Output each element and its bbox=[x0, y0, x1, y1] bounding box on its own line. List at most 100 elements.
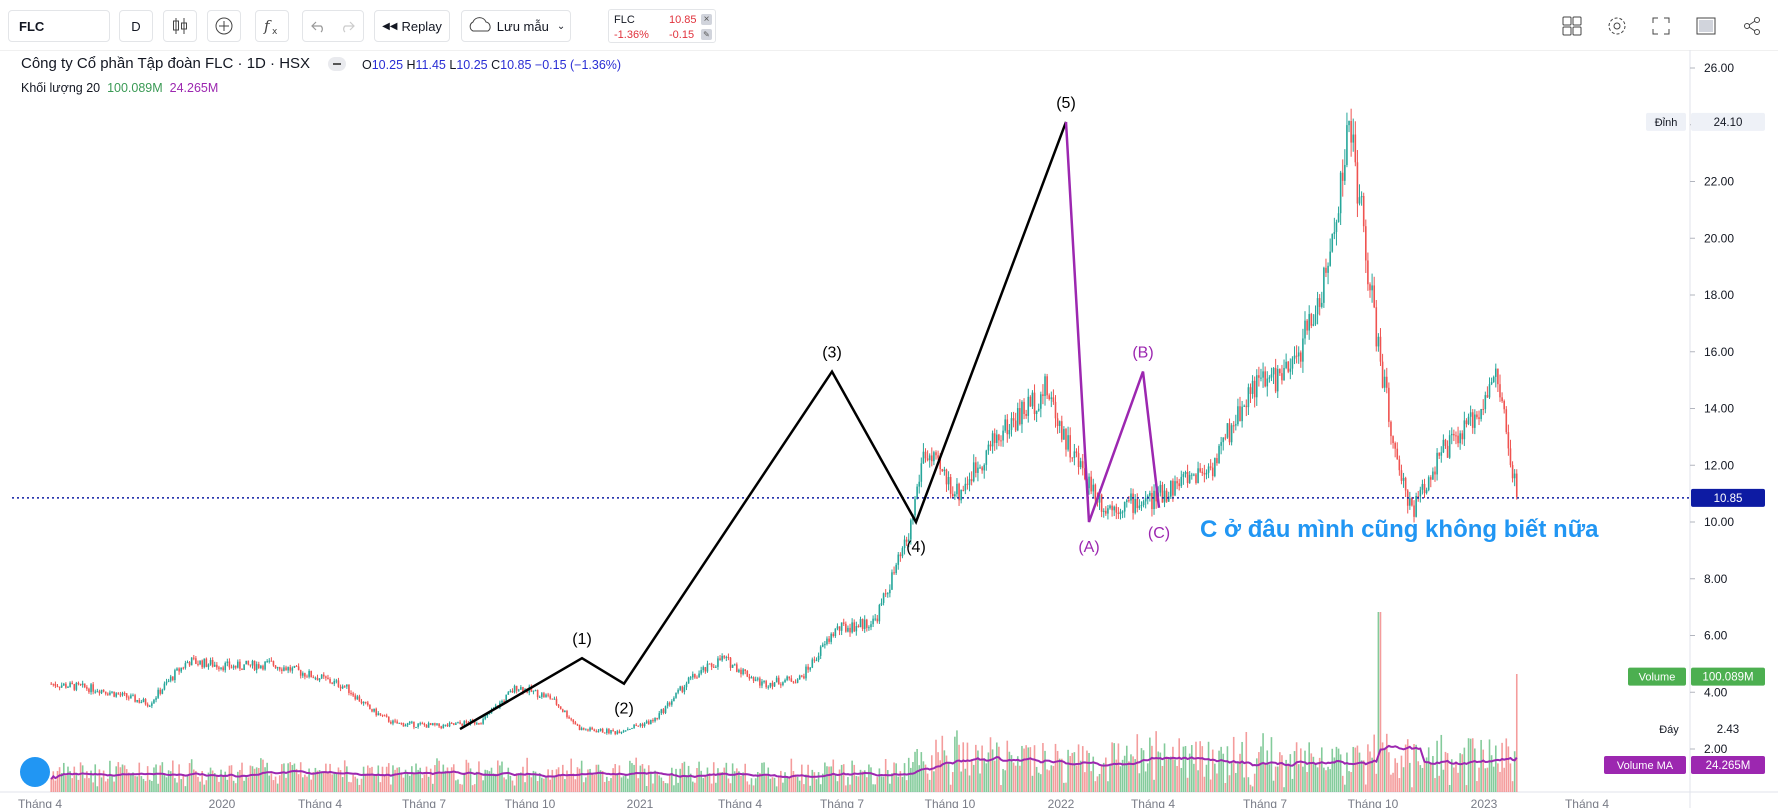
candle-body bbox=[234, 665, 237, 668]
volume-bar bbox=[977, 750, 979, 792]
correction-wave-line[interactable] bbox=[1064, 121, 1161, 523]
candle-body bbox=[1146, 495, 1149, 498]
layout-icon[interactable] bbox=[1554, 10, 1590, 42]
candle-body bbox=[784, 679, 786, 683]
settings-icon[interactable] bbox=[1599, 10, 1635, 42]
volume-bar bbox=[1480, 739, 1482, 792]
candle-body bbox=[1381, 361, 1384, 388]
candle-body bbox=[639, 724, 642, 726]
volume-bar bbox=[450, 767, 453, 792]
volume-bar bbox=[736, 768, 738, 792]
candle-body bbox=[1300, 352, 1302, 362]
volume-bar bbox=[71, 778, 73, 792]
volume-bar bbox=[241, 762, 243, 792]
volume-bar bbox=[1279, 752, 1281, 792]
candle-body bbox=[987, 444, 990, 451]
volume-bar bbox=[356, 778, 359, 792]
annotation-text[interactable]: C ở đâu mình cũng không biết nữa bbox=[1200, 516, 1599, 543]
volume-bar bbox=[1048, 770, 1051, 792]
volume-bar bbox=[1081, 746, 1084, 792]
volume-bar bbox=[589, 768, 591, 792]
impulse-wave-line[interactable] bbox=[459, 121, 1068, 731]
candle-body bbox=[151, 703, 153, 706]
candle-body bbox=[1100, 494, 1103, 512]
volume-bar bbox=[266, 762, 268, 792]
hide-series-icon[interactable] bbox=[328, 57, 346, 71]
candle-body bbox=[666, 702, 669, 707]
edit-icon[interactable]: ✎ bbox=[701, 29, 712, 40]
save-layout-button[interactable]: Lưu mẫu ⌄ bbox=[461, 10, 571, 42]
candle-body bbox=[1448, 435, 1451, 458]
candle-body bbox=[262, 665, 264, 670]
candle-body bbox=[1006, 419, 1009, 435]
volume-bar bbox=[1320, 747, 1323, 792]
candle-body bbox=[482, 718, 484, 724]
volume-bar bbox=[1220, 746, 1222, 792]
chevron-down-icon[interactable]: ⌄ bbox=[556, 20, 566, 32]
candle-body bbox=[675, 692, 677, 698]
candle-body bbox=[1283, 367, 1285, 381]
candle-body bbox=[1014, 420, 1017, 431]
volume-bar bbox=[639, 765, 642, 792]
candle-body bbox=[691, 674, 694, 678]
volume-bar bbox=[1004, 770, 1006, 792]
volume-bar bbox=[719, 772, 721, 792]
volume-bar bbox=[1170, 756, 1172, 792]
volume-bar bbox=[213, 773, 216, 792]
volume-bar bbox=[937, 752, 939, 792]
candle-body bbox=[687, 677, 690, 684]
interval-button[interactable]: D bbox=[119, 10, 153, 42]
candle-body bbox=[857, 626, 860, 628]
share-icon[interactable] bbox=[1734, 10, 1770, 42]
volume-bar bbox=[694, 782, 696, 792]
candle-body bbox=[119, 694, 122, 696]
symbol-quote-widget[interactable]: FLC -1.36% 10.85 -0.15 × ✎ bbox=[608, 9, 716, 43]
candle-body bbox=[1035, 410, 1038, 414]
candle-body bbox=[591, 727, 593, 730]
symbol-search-input[interactable]: FLC bbox=[8, 10, 110, 42]
add-indicator-icon[interactable] bbox=[207, 10, 241, 42]
close-icon[interactable]: × bbox=[701, 14, 712, 25]
volume-bar bbox=[1503, 767, 1505, 792]
time-tick-label: 2020 bbox=[209, 797, 236, 808]
volume-bar bbox=[1436, 740, 1438, 792]
volume-bar bbox=[522, 766, 524, 792]
candle-type-icon[interactable] bbox=[163, 10, 197, 42]
replay-button[interactable]: ◀◀ Replay bbox=[374, 10, 450, 42]
candle-body bbox=[1197, 468, 1199, 484]
snapshot-icon[interactable] bbox=[1688, 10, 1724, 42]
volume-bar bbox=[790, 758, 793, 792]
price-chart[interactable]: 26.0024.0022.0020.0018.0016.0014.0012.00… bbox=[0, 50, 1778, 808]
undo-icon[interactable] bbox=[311, 19, 327, 33]
candle-body bbox=[1132, 493, 1134, 513]
volume-bar bbox=[582, 782, 585, 792]
price-axis[interactable]: 26.0024.0022.0020.0018.0016.0014.0012.00… bbox=[1689, 50, 1734, 808]
volume-ma-badge-value-bg bbox=[1691, 756, 1765, 774]
tradingview-logo-icon[interactable] bbox=[20, 757, 50, 787]
candle-body bbox=[545, 694, 547, 698]
candle-body bbox=[1478, 417, 1480, 419]
volume-bar bbox=[201, 771, 203, 792]
fullscreen-icon[interactable] bbox=[1643, 10, 1679, 42]
candle-body bbox=[704, 667, 707, 672]
candle-body bbox=[1253, 380, 1256, 398]
candle-body bbox=[658, 713, 661, 719]
volume-bar bbox=[306, 776, 308, 792]
volume-bar bbox=[1337, 748, 1340, 792]
quote-price: 10.85 bbox=[669, 14, 697, 26]
candle-body bbox=[702, 667, 705, 671]
candle-body bbox=[1350, 121, 1352, 143]
volume-bar bbox=[1281, 755, 1283, 792]
volume-bar bbox=[675, 768, 677, 792]
candle-body bbox=[1159, 484, 1162, 493]
volume-bar bbox=[375, 775, 377, 792]
candle-body bbox=[654, 717, 656, 722]
volume-bar bbox=[1377, 612, 1380, 792]
candle-body bbox=[1090, 476, 1092, 492]
time-tick-label: 2022 bbox=[1048, 797, 1075, 808]
candle-body bbox=[696, 677, 698, 679]
volume-bar bbox=[79, 762, 82, 792]
redo-icon[interactable] bbox=[339, 19, 355, 33]
time-axis[interactable]: Tháng 4 2020 Tháng 4 Tháng 7 Tháng 10 2021 Thá… bbox=[0, 791, 1778, 808]
